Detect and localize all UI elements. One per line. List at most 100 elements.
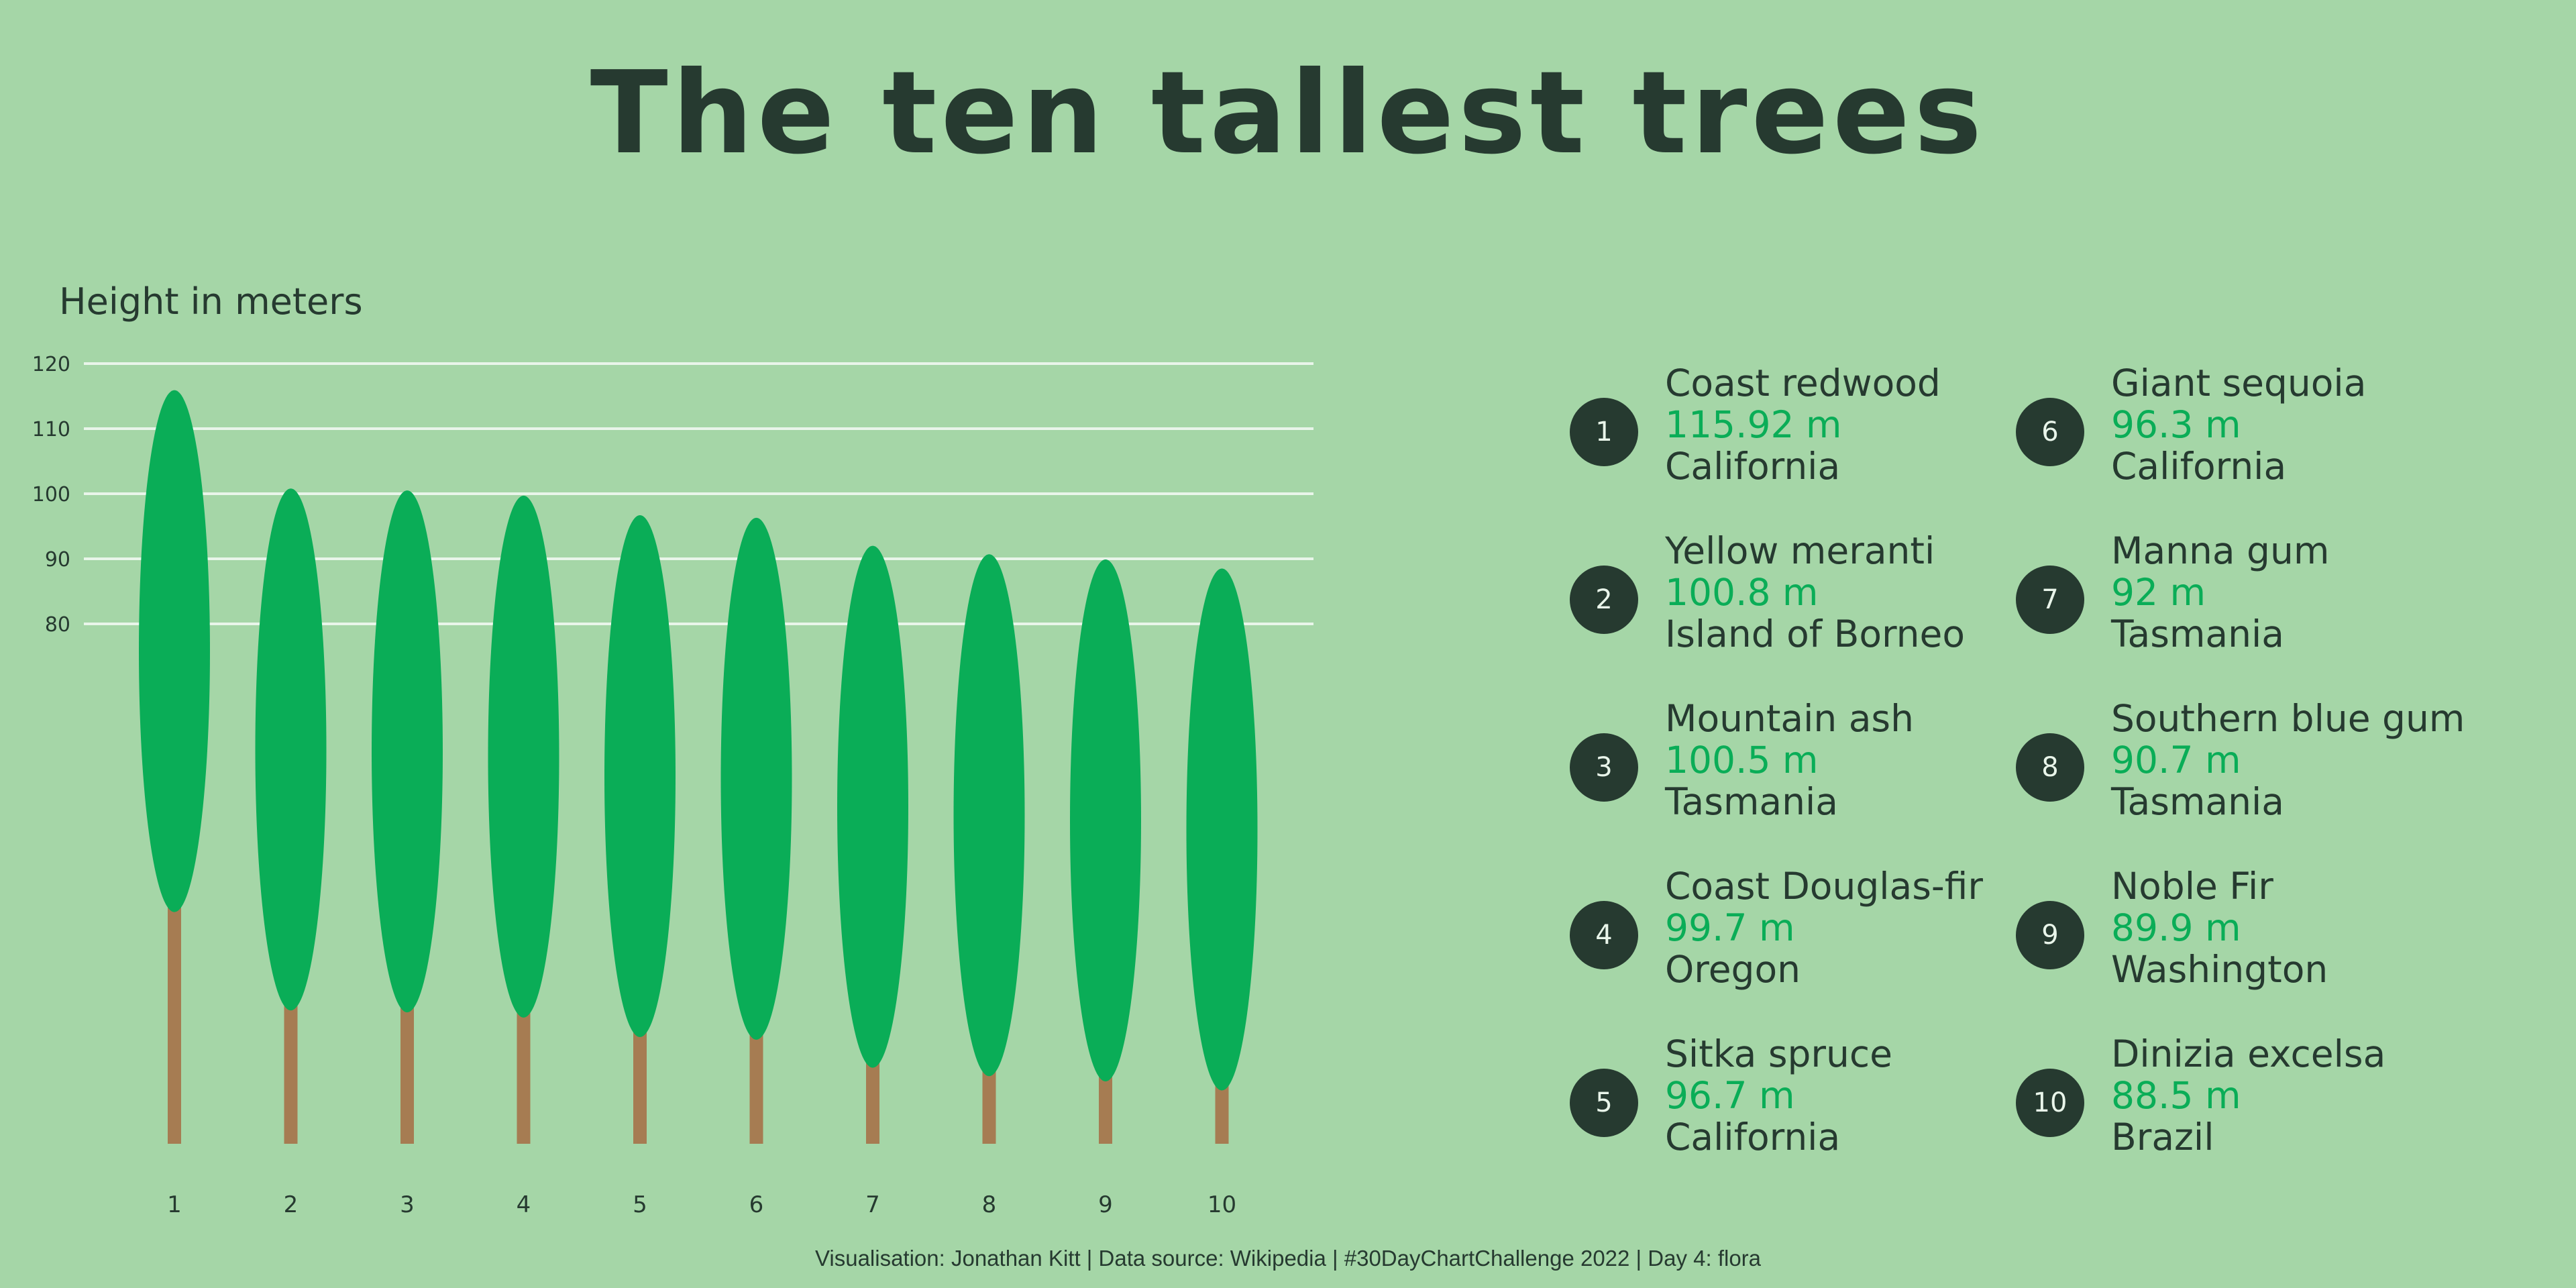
caption: Visualisation: Jonathan Kitt | Data sour… — [814, 1246, 1762, 1271]
tree-1 — [139, 390, 210, 1144]
tree-name: Sitka spruce — [1665, 1032, 1892, 1075]
rank-badge: 4 — [1570, 901, 1638, 969]
tree-legend: 1 Coast redwood 115.92 m California 2 Yellow … — [1570, 362, 2549, 1187]
tree-5 — [604, 515, 676, 1144]
x-tick-label: 5 — [633, 1191, 647, 1218]
tree-name: Mountain ash — [1665, 697, 1914, 740]
tree-2 — [255, 488, 327, 1144]
tree-height: 115.92 m — [1665, 403, 1842, 446]
rank-badge: 2 — [1570, 566, 1638, 634]
tree-height-chart: Height in meters 80 90 100 110 120 1 2 3 4 5 6 7 8 9… — [32, 280, 1313, 1218]
legend-item-10: 10 Dinizia excelsa 88.5 m Brazil — [2016, 1033, 2485, 1167]
x-tick-label: 2 — [284, 1191, 299, 1218]
rank-badge: 10 — [2016, 1069, 2084, 1137]
tree-height: 100.8 m — [1665, 571, 1819, 614]
tree-trunk — [633, 1010, 647, 1144]
tree-trunk — [168, 885, 181, 1144]
tree-name: Manna gum — [2111, 529, 2330, 572]
tree-location: California — [1665, 1116, 1841, 1159]
rank-badge: 7 — [2016, 566, 2084, 634]
legend-item-2: 2 Yellow meranti 100.8 m Island of Borneo — [1570, 530, 2039, 664]
legend-text: Mountain ash 100.5 m Tasmania — [1665, 698, 1914, 822]
x-tick-label: 6 — [749, 1191, 764, 1218]
tree-4 — [488, 495, 559, 1144]
tree-6 — [720, 517, 792, 1144]
legend-text: Coast Douglas-fir 99.7 m Oregon — [1665, 865, 1983, 990]
tree-canopy — [604, 515, 676, 1038]
tree-canopy — [720, 517, 792, 1040]
y-tick-label: 120 — [32, 353, 70, 376]
x-tick-label: 10 — [1208, 1191, 1236, 1218]
tree-location: Tasmania — [2111, 780, 2284, 823]
tree-10 — [1186, 568, 1258, 1144]
tree-trunk — [866, 1040, 879, 1144]
tree-canopy — [1186, 568, 1258, 1091]
tree-location: Washington — [2111, 948, 2328, 991]
tree-location: Island of Borneo — [1665, 612, 1965, 655]
tree-location: Oregon — [1665, 948, 1801, 991]
legend-text: Yellow meranti 100.8 m Island of Borneo — [1665, 530, 1965, 655]
tree-height: 88.5 m — [2111, 1074, 2241, 1117]
y-tick-label: 110 — [32, 418, 70, 441]
tree-trunk — [517, 990, 531, 1144]
tree-height: 90.7 m — [2111, 739, 2241, 782]
y-tick-label: 90 — [45, 548, 70, 572]
x-tick-label: 8 — [982, 1191, 997, 1218]
tree-9 — [1070, 559, 1141, 1144]
y-axis-label: Height in meters — [59, 280, 363, 323]
tree-name: Dinizia excelsa — [2111, 1032, 2386, 1075]
tree-name: Yellow meranti — [1665, 529, 1935, 572]
tree-name: Coast Douglas-fir — [1665, 865, 1983, 908]
tree-7 — [837, 545, 908, 1144]
tree-8 — [953, 554, 1025, 1144]
tree-height: 99.7 m — [1665, 906, 1795, 949]
legend-text: Southern blue gum 90.7 m Tasmania — [2111, 698, 2465, 822]
tree-name: Coast redwood — [1665, 362, 1941, 405]
legend-text: Noble Fir 89.9 m Washington — [2111, 865, 2328, 990]
tree-location: Tasmania — [2111, 612, 2284, 655]
tree-height: 96.3 m — [2111, 403, 2241, 446]
legend-item-4: 4 Coast Douglas-fir 99.7 m Oregon — [1570, 865, 2039, 1000]
tree-name: Noble Fir — [2111, 865, 2273, 908]
tree-height: 96.7 m — [1665, 1074, 1795, 1117]
x-tick-label: 7 — [865, 1191, 880, 1218]
tree-canopy — [953, 554, 1025, 1077]
x-tick-labels: 1 2 3 4 5 6 7 8 9 10 — [167, 1191, 1236, 1218]
tree-trunk — [284, 983, 298, 1144]
tree-height: 89.9 m — [2111, 906, 2241, 949]
legend-item-5: 5 Sitka spruce 96.7 m California — [1570, 1033, 2039, 1167]
legend-text: Manna gum 92 m Tasmania — [2111, 530, 2329, 655]
tree-trunk — [400, 985, 414, 1144]
rank-badge: 8 — [2016, 733, 2084, 802]
tree-location: California — [2111, 445, 2287, 488]
legend-text: Dinizia excelsa 88.5 m Brazil — [2111, 1033, 2385, 1158]
tree-3 — [372, 490, 443, 1144]
tree-location: Brazil — [2111, 1116, 2214, 1159]
legend-item-9: 9 Noble Fir 89.9 m Washington — [2016, 865, 2485, 1000]
legend-text: Sitka spruce 96.7 m California — [1665, 1033, 1892, 1158]
rank-badge: 6 — [2016, 398, 2084, 466]
tree-canopy — [1070, 559, 1141, 1081]
chart-title: The ten tallest trees — [590, 47, 1986, 180]
tree-height: 92 m — [2111, 571, 2206, 614]
legend-item-3: 3 Mountain ash 100.5 m Tasmania — [1570, 698, 2039, 832]
legend-item-6: 6 Giant sequoia 96.3 m California — [2016, 362, 2485, 496]
tree-location: Tasmania — [1665, 780, 1838, 823]
y-tick-label: 80 — [45, 613, 70, 637]
tree-canopy — [139, 390, 210, 912]
rank-badge: 5 — [1570, 1069, 1638, 1137]
y-tick-labels: 80 90 100 110 120 — [32, 353, 70, 637]
legend-item-7: 7 Manna gum 92 m Tasmania — [2016, 530, 2485, 664]
rank-badge: 9 — [2016, 901, 2084, 969]
trees — [139, 390, 1258, 1144]
y-tick-label: 100 — [32, 483, 70, 506]
legend-text: Giant sequoia 96.3 m California — [2111, 362, 2366, 487]
tree-location: California — [1665, 445, 1841, 488]
legend-item-8: 8 Southern blue gum 90.7 m Tasmania — [2016, 698, 2485, 832]
x-tick-label: 1 — [167, 1191, 182, 1218]
rank-badge: 3 — [1570, 733, 1638, 802]
tree-name: Southern blue gum — [2111, 697, 2465, 740]
tree-canopy — [488, 495, 559, 1018]
tree-canopy — [372, 490, 443, 1013]
legend-item-1: 1 Coast redwood 115.92 m California — [1570, 362, 2039, 496]
